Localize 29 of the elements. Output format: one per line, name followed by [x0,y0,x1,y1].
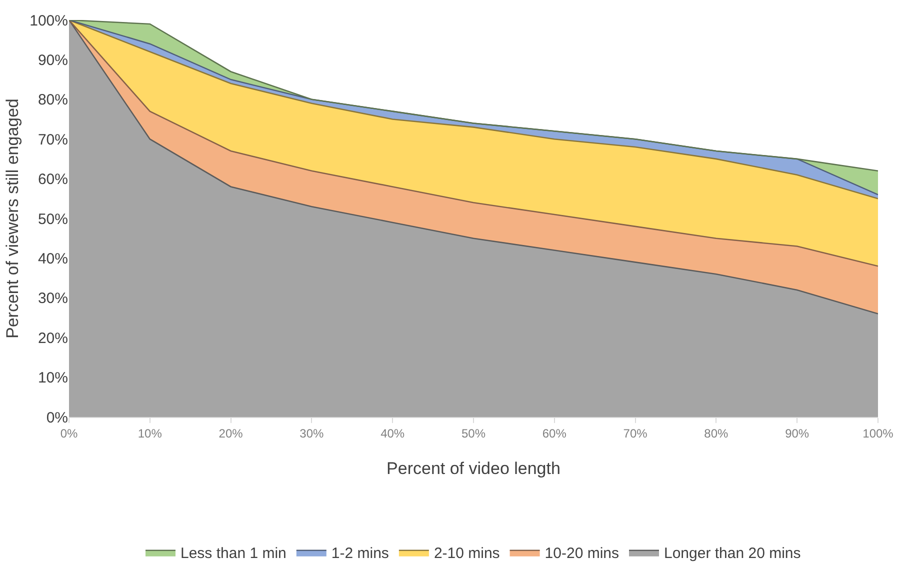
y-tick-label: 30% [38,290,68,308]
y-tick-label: 70% [38,131,68,148]
legend-label: 2-10 mins [434,545,500,562]
y-tick-label: 50% [38,210,68,228]
legend-label: Less than 1 min [180,545,286,562]
x-tick-label: 70% [623,426,648,440]
x-tick-label: 10% [138,426,162,440]
y-axis-title: Percent of viewers still engaged [3,98,22,339]
y-tick-label: 90% [38,52,68,69]
x-tick-label: 50% [461,426,486,440]
x-tick-label: 100% [862,426,894,440]
legend-label: 1-2 mins [331,545,389,562]
x-tick-label: 80% [704,426,729,440]
y-tick-label: 20% [38,330,68,347]
x-tick-label: 30% [300,426,324,440]
x-tick-label: 0% [60,426,78,440]
y-tick-label: 60% [38,171,68,188]
x-tick-label: 40% [380,426,405,440]
x-tick-label: 90% [785,426,810,440]
x-tick-label: 20% [218,426,244,440]
y-tick-label: 100% [30,12,68,30]
x-tick-label: 60% [542,426,567,440]
legend-label: Longer than 20 mins [664,545,801,562]
y-tick-label: 40% [38,250,68,268]
legend-label: 10-20 mins [544,545,619,562]
y-tick-label: 0% [46,409,68,426]
y-tick-label: 10% [38,370,68,387]
y-tick-label: 80% [38,92,68,109]
x-axis-title: Percent of video length [386,458,560,478]
